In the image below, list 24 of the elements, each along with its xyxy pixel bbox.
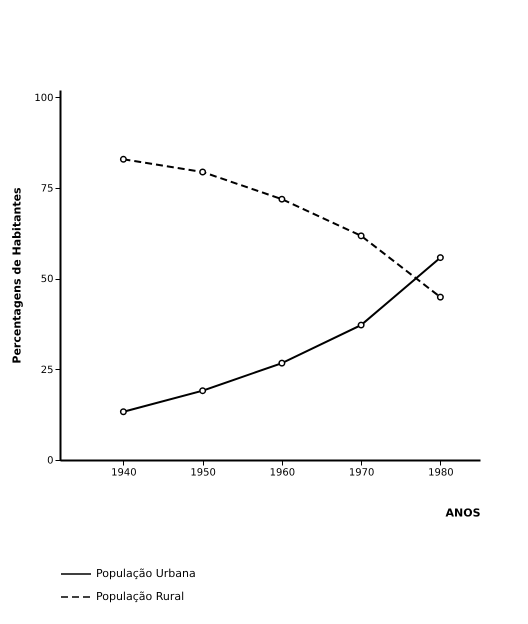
legend-label: População Urbana	[96, 567, 196, 580]
point	[436, 254, 444, 262]
x-tick-label: 1940	[111, 468, 137, 478]
point	[278, 196, 286, 203]
y-tick-label: 0	[47, 456, 54, 466]
y-axis-title: Percentagens de Habitantes	[10, 186, 24, 364]
point	[199, 387, 206, 394]
x-tick-label: 1960	[270, 468, 296, 478]
point	[278, 360, 286, 367]
point	[436, 294, 444, 301]
x-axis-title: ANOS	[446, 506, 481, 520]
y-tick-label: 75	[40, 183, 54, 194]
legend-label: População Rural	[96, 590, 184, 603]
point	[199, 168, 206, 176]
y-tick-label: 25	[40, 364, 54, 376]
x-tick-label: 1950	[190, 468, 216, 478]
point	[120, 156, 127, 163]
point	[358, 322, 365, 329]
x-tick-label: 1980	[428, 468, 454, 478]
y-tick-label: 100	[34, 92, 54, 104]
point	[120, 408, 127, 416]
point	[358, 232, 365, 240]
x-tick-label: 1970	[348, 468, 374, 478]
y-tick-label: 50	[40, 274, 54, 286]
